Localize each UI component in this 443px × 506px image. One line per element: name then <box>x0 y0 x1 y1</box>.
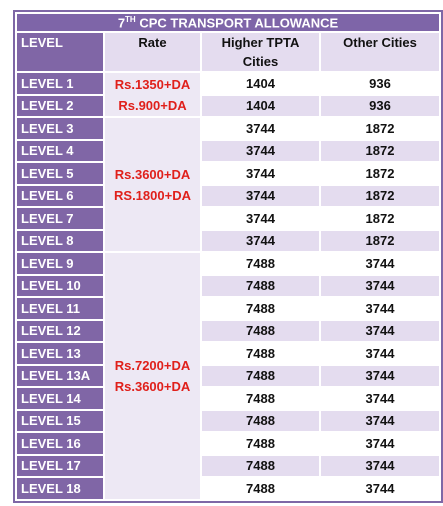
level-cell: LEVEL 18 <box>17 478 103 499</box>
title-number: 7 <box>117 15 126 31</box>
header-row: LEVEL Rate Higher TPTA Cities Other Citi… <box>17 33 440 71</box>
allowance-table: 7TH CPC TRANSPORT ALLOWANCE LEVEL Rate H… <box>13 10 443 503</box>
rate-cell: Rs.7200+DA Rs.3600+DA <box>105 253 200 499</box>
higher-cell: 3744 <box>202 118 319 139</box>
level-cell: LEVEL 8 <box>17 230 103 251</box>
header-cell: Other Cities <box>321 33 440 71</box>
level-cell: LEVEL 2 <box>17 95 103 116</box>
level-cell: LEVEL 4 <box>17 140 103 161</box>
level-cell: LEVEL 5 <box>17 163 103 184</box>
level-cell: LEVEL 16 <box>17 433 103 454</box>
data-row: LEVEL 7 3744 1872 <box>17 208 440 229</box>
data-row: LEVEL 17 7488 3744 <box>17 455 440 476</box>
higher-cell: 7488 <box>202 343 319 364</box>
data-row: LEVEL 13A 7488 3744 <box>17 365 440 386</box>
title-row: 7TH CPC TRANSPORT ALLOWANCE <box>17 14 440 31</box>
other-cell: 936 <box>321 95 440 116</box>
rate-text: Rs.3600+DA <box>114 166 191 182</box>
data-row: LEVEL 16 7488 3744 <box>17 433 440 454</box>
higher-cell: 3744 <box>202 163 319 184</box>
higher-cell: 7488 <box>202 365 319 386</box>
data-row: LEVEL 8 3744 1872 <box>17 230 440 251</box>
higher-cell: 3744 <box>202 185 319 206</box>
other-cell: 3744 <box>321 455 440 476</box>
higher-cell: 7488 <box>202 253 319 274</box>
other-cell: 1872 <box>321 185 440 206</box>
title-sup: TH <box>125 14 136 24</box>
level-cell: LEVEL 13 <box>17 343 103 364</box>
higher-cell: 3744 <box>202 230 319 251</box>
higher-cell: 7488 <box>202 410 319 431</box>
higher-cell: 7488 <box>202 478 319 499</box>
data-row: LEVEL 3 Rs.3600+DA RS.1800+DA 3744 1872 <box>17 118 440 251</box>
level-cell: LEVEL 11 <box>17 298 103 319</box>
other-cell: 3744 <box>321 320 440 341</box>
data-row: LEVEL 1 Rs.1350+DA Rs.900+DA 1404 936 <box>17 73 440 116</box>
title-text: CPC TRANSPORT ALLOWANCE <box>139 15 339 31</box>
other-cell: 3744 <box>321 410 440 431</box>
higher-cell: 1404 <box>202 73 319 94</box>
rate-text: Rs.7200+DA <box>114 357 191 373</box>
data-row: LEVEL 11 7488 3744 <box>17 298 440 319</box>
rate-text: RS.1800+DA <box>114 187 191 203</box>
table-body: LEVEL 1 Rs.1350+DA Rs.900+DA 1404 936 LEVEL 2… <box>17 73 440 499</box>
data-row: LEVEL 12 7488 3744 <box>17 320 440 341</box>
level-cell: LEVEL 7 <box>17 208 103 229</box>
level-cell: LEVEL 3 <box>17 118 103 139</box>
other-cell: 936 <box>321 73 440 94</box>
data-row: LEVEL 15 7488 3744 <box>17 410 440 431</box>
table-title: 7TH CPC TRANSPORT ALLOWANCE <box>17 14 440 31</box>
level-cell: LEVEL 14 <box>17 388 103 409</box>
other-cell: 3744 <box>321 298 440 319</box>
other-cell: 3744 <box>321 478 440 499</box>
rate-text: Rs.1350+DA <box>114 76 191 92</box>
data-row: LEVEL 6 3744 1872 <box>17 185 440 206</box>
other-cell: 3744 <box>321 433 440 454</box>
level-cell: LEVEL 17 <box>17 455 103 476</box>
other-cell: 1872 <box>321 118 440 139</box>
rate-cell: Rs.1350+DA Rs.900+DA <box>105 73 200 116</box>
data-row: LEVEL 4 3744 1872 <box>17 140 440 161</box>
other-cell: 1872 <box>321 230 440 251</box>
higher-cell: 7488 <box>202 455 319 476</box>
higher-cell: 7488 <box>202 320 319 341</box>
level-cell: LEVEL 15 <box>17 410 103 431</box>
higher-cell: 3744 <box>202 208 319 229</box>
header-cell: LEVEL <box>17 33 103 71</box>
level-cell: LEVEL 10 <box>17 275 103 296</box>
level-cell: LEVEL 9 <box>17 253 103 274</box>
header-cell: Higher TPTA Cities <box>202 33 319 71</box>
allowance-table-wrap: 7TH CPC TRANSPORT ALLOWANCE LEVEL Rate H… <box>13 10 443 503</box>
data-row: LEVEL 13 7488 3744 <box>17 343 440 364</box>
data-row: LEVEL 14 7488 3744 <box>17 388 440 409</box>
level-cell: LEVEL 12 <box>17 320 103 341</box>
higher-cell: 3744 <box>202 140 319 161</box>
higher-cell: 1404 <box>202 95 319 116</box>
rate-text: Rs.900+DA <box>118 97 187 113</box>
other-cell: 1872 <box>321 140 440 161</box>
other-cell: 1872 <box>321 163 440 184</box>
higher-cell: 7488 <box>202 388 319 409</box>
header-cell: Rate <box>105 33 200 71</box>
higher-cell: 7488 <box>202 433 319 454</box>
level-cell: LEVEL 6 <box>17 185 103 206</box>
level-cell: LEVEL 13A <box>17 365 103 386</box>
data-row: LEVEL 5 3744 1872 <box>17 163 440 184</box>
data-row: LEVEL 2 1404 936 <box>17 95 440 116</box>
data-row: LEVEL 18 7488 3744 <box>17 478 440 499</box>
other-cell: 3744 <box>321 275 440 296</box>
other-cell: 3744 <box>321 253 440 274</box>
higher-cell: 7488 <box>202 275 319 296</box>
data-row: LEVEL 10 7488 3744 <box>17 275 440 296</box>
higher-cell: 7488 <box>202 298 319 319</box>
level-cell: LEVEL 1 <box>17 73 103 94</box>
data-row: LEVEL 9 Rs.7200+DA Rs.3600+DA 7488 3744 <box>17 253 440 499</box>
other-cell: 1872 <box>321 208 440 229</box>
other-cell: 3744 <box>321 343 440 364</box>
rate-cell: Rs.3600+DA RS.1800+DA <box>105 118 200 251</box>
other-cell: 3744 <box>321 388 440 409</box>
rate-text: Rs.3600+DA <box>114 378 191 394</box>
other-cell: 3744 <box>321 365 440 386</box>
